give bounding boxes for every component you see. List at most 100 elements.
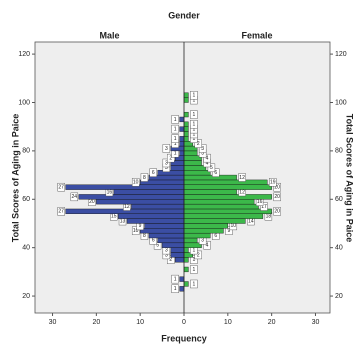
bar — [183, 199, 255, 205]
data-label-box — [269, 178, 277, 187]
data-label: 9 — [139, 223, 142, 229]
bar — [183, 179, 268, 185]
bar — [183, 92, 189, 98]
bar — [179, 286, 185, 292]
data-label: 19 — [270, 180, 276, 186]
bar — [183, 189, 237, 195]
bar — [183, 213, 264, 219]
data-label-box — [131, 178, 140, 187]
data-label-box — [198, 144, 207, 153]
data-label: 5 — [156, 243, 159, 249]
bar — [183, 242, 202, 248]
bar — [183, 281, 189, 287]
y-tick-label: 20 — [22, 293, 30, 300]
x-tick-label: 30 — [312, 319, 320, 326]
x-tick-label: 10 — [224, 319, 232, 326]
bar — [65, 184, 185, 190]
data-label: 18 — [266, 214, 272, 220]
y-tick-label: 80 — [22, 148, 30, 155]
data-label: 6 — [214, 170, 217, 176]
data-label: 3 — [201, 238, 204, 244]
data-label: 8 — [143, 233, 146, 239]
data-label: 4 — [206, 155, 209, 161]
y-tick-label: 100 — [18, 99, 30, 106]
data-label: 2 — [169, 257, 172, 263]
data-label: 1 — [192, 112, 195, 118]
data-label-box — [190, 279, 198, 289]
data-label-box — [225, 226, 233, 235]
data-label: 10 — [133, 180, 139, 186]
data-label-box — [190, 91, 198, 100]
x-tick-label: 10 — [136, 319, 144, 326]
data-label: 2 — [197, 141, 200, 147]
data-label: 27 — [58, 185, 64, 191]
data-label: 13 — [120, 218, 126, 224]
data-label-box — [57, 207, 65, 216]
bar — [161, 242, 185, 248]
data-label: 1 — [192, 126, 195, 132]
data-label: 3 — [201, 146, 204, 152]
bar — [157, 237, 185, 244]
data-label: 2 — [169, 155, 172, 161]
data-label-box — [273, 182, 281, 192]
data-label-box — [203, 153, 211, 163]
series-label: Female — [241, 30, 272, 40]
data-label: 2 — [197, 252, 200, 258]
chart-title: Gender — [168, 10, 200, 20]
bar — [139, 228, 185, 234]
data-label-box — [238, 173, 246, 182]
data-label: 1 — [174, 117, 177, 123]
bar — [183, 257, 189, 263]
bar — [183, 232, 211, 239]
data-label-box — [190, 255, 198, 264]
bar — [183, 121, 189, 127]
data-label: 3 — [165, 165, 168, 171]
bar — [183, 160, 202, 166]
bar — [183, 203, 259, 210]
bar — [170, 165, 185, 171]
data-label: 16 — [107, 189, 113, 195]
x-axis-label: Frequency — [161, 333, 207, 343]
data-label: 3 — [165, 146, 168, 152]
data-label: 3 — [165, 160, 168, 166]
y-tick-label-right: 100 — [335, 99, 347, 106]
bar — [144, 223, 185, 229]
bar — [179, 116, 185, 123]
y-tick-label: 120 — [18, 51, 30, 58]
data-label: 8 — [143, 175, 146, 181]
data-label-box — [190, 265, 198, 274]
y-tick-label-right: 80 — [335, 148, 343, 155]
data-label: 1 — [174, 286, 177, 292]
data-label: 12 — [239, 175, 245, 181]
data-label: 5 — [210, 165, 213, 171]
data-label: 4 — [206, 160, 209, 166]
data-label: 6 — [152, 238, 155, 244]
data-label-box — [167, 153, 175, 163]
bar — [179, 276, 185, 282]
data-label-box — [57, 182, 65, 192]
x-tick-label: 20 — [92, 319, 100, 326]
bar — [183, 208, 272, 214]
bar — [183, 111, 189, 118]
y-tick-label-right: 40 — [335, 245, 343, 252]
data-label: 1 — [192, 131, 195, 137]
bar — [179, 150, 185, 156]
data-label: 1 — [174, 141, 177, 147]
bar — [183, 228, 224, 234]
data-label-box — [273, 192, 281, 202]
data-label: 3 — [201, 151, 204, 157]
bar — [183, 174, 237, 181]
bar — [183, 131, 189, 137]
data-label: 6 — [214, 233, 217, 239]
bar — [183, 218, 246, 224]
bar — [78, 194, 185, 200]
data-label: 1 — [192, 281, 195, 287]
data-label: 20 — [274, 194, 280, 200]
bar — [183, 165, 207, 171]
data-label: 20 — [274, 185, 280, 191]
data-label-box — [207, 163, 216, 173]
data-label-box — [162, 144, 171, 153]
y-axis-label: Total Scores of Aging in Paice — [10, 114, 20, 243]
data-label-box — [190, 120, 198, 129]
